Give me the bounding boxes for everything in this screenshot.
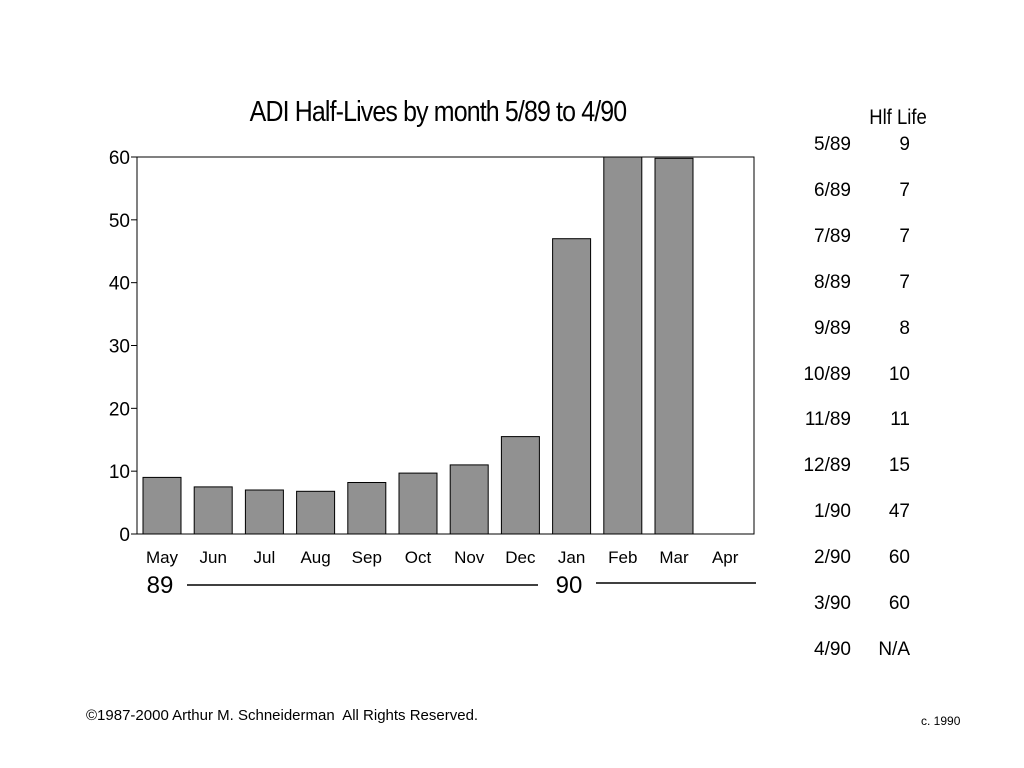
table-row-half-life: 7 [899,179,910,201]
table-row: 12/89 15 [770,455,915,479]
table-row-half-life: 8 [899,317,910,339]
table-row-month: 10/89 [803,363,851,385]
table-row: 10/89 10 [770,364,915,388]
table-row-half-life: 60 [888,547,910,569]
bar-may [142,476,182,535]
table-row: 9/89 8 [770,318,915,342]
table-header: Hlf Life [869,106,927,129]
table-row-month: 3/90 [814,593,851,614]
bar-nov [449,464,489,535]
table-row-month: 8/89 [814,271,851,293]
table-row-half-life: 9 [899,134,910,155]
table-row: 2/90 60 [770,547,915,571]
bar-oct [398,472,438,535]
x-tick-label-aug: Aug [300,548,330,567]
y-tick-label: 50 [109,211,130,232]
table-row-month: 7/89 [814,225,851,247]
table-row-month: 2/90 [814,547,851,569]
y-tick-label: 60 [109,148,130,169]
x-tick-label-feb: Feb [608,548,637,567]
y-tick-label: 10 [109,462,130,483]
table-row-month: 12/89 [803,455,851,477]
x-tick-label-mar: Mar [659,548,689,567]
bar-jul [244,489,284,535]
x-axis: May Jun Jul Aug Sep Oct Nov Dec Jan Feb Mar Apr [146,548,739,567]
table-row-month: 5/89 [814,134,851,155]
x-tick-label-nov: Nov [454,548,485,567]
table-row-half-life: 10 [888,363,910,385]
x-tick-label-dec: Dec [505,548,536,567]
date-note: c. 1990 [921,714,961,728]
table-row-half-life: 60 [888,593,910,614]
x-tick-label-jan: Jan [558,548,585,567]
bar-mar [654,157,694,535]
x-tick-label-may: May [146,548,179,567]
year-markers: 89 90 [147,572,756,599]
bar-sep [347,482,387,535]
table-row: 6/89 7 [770,180,915,204]
table-row-half-life: 11 [890,409,910,431]
bar-jan [552,238,592,535]
table-row-half-life: N/A [878,638,910,660]
x-tick-label-apr: Apr [712,548,739,567]
y-tick-label: 40 [109,274,130,295]
year-label-90: 90 [556,572,583,599]
table-row-month: 6/89 [814,179,851,201]
table-row: 5/89 9 [770,134,915,158]
bars-group [142,156,694,535]
table-row-month: 9/89 [814,317,851,339]
plot-area-frame [136,156,755,535]
y-tick-label: 30 [109,337,130,358]
bar-feb [603,156,643,535]
table-row: 7/89 7 [770,226,915,250]
table-row: 1/90 47 [770,501,915,525]
y-tick-label: 20 [109,399,130,420]
x-tick-label-sep: Sep [352,548,382,567]
table-row-half-life: 7 [899,271,910,293]
table-row-half-life: 7 [899,225,910,247]
table-row-month: 11/89 [804,409,851,431]
table-row-month: 4/90 [814,638,851,660]
table-row: 8/89 7 [770,272,915,296]
year-label-89: 89 [147,572,174,599]
bar-jun [193,486,233,535]
table-row: 3/90 60 [770,593,915,617]
x-tick-label-jun: Jun [199,548,226,567]
table-row: 11/89 11 [770,409,915,433]
y-tick-label: 0 [119,525,130,546]
bar-aug [296,490,336,535]
x-tick-label-jul: Jul [254,548,276,567]
table-row-half-life: 47 [888,501,910,523]
table-row-half-life: 15 [888,455,910,477]
chart-title: ADI Half-Lives by month 5/89 to 4/90 [249,96,627,128]
y-axis: 0 10 20 30 40 50 60 [109,148,137,546]
table-row-month: 1/90 [814,501,851,523]
x-tick-label-oct: Oct [405,548,432,567]
table-row: 4/90 N/A [770,639,915,663]
bar-dec [500,436,540,535]
copyright-notice: ©1987-2000 Arthur M. Schneiderman All Ri… [86,707,479,724]
